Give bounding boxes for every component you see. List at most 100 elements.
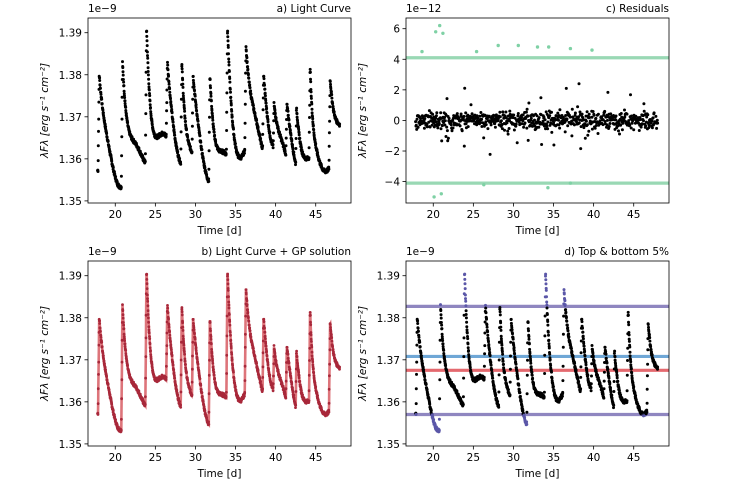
data-point bbox=[527, 342, 531, 346]
data-point bbox=[656, 367, 659, 371]
data-point bbox=[327, 387, 331, 391]
data-point bbox=[121, 316, 125, 320]
data-point bbox=[310, 354, 314, 358]
data-point bbox=[327, 131, 331, 135]
data-point bbox=[120, 360, 124, 364]
data-point bbox=[316, 394, 319, 398]
data-point bbox=[225, 91, 229, 95]
data-point bbox=[244, 288, 248, 291]
data-point bbox=[466, 342, 470, 346]
data-point bbox=[466, 346, 470, 350]
residual-point bbox=[462, 144, 466, 148]
residual-point bbox=[632, 128, 636, 132]
data-point bbox=[285, 346, 289, 349]
data-point bbox=[628, 345, 632, 349]
data-point bbox=[208, 358, 211, 362]
axis-exponent-label: 1e−12 bbox=[406, 3, 441, 15]
data-point bbox=[121, 66, 125, 70]
data-point bbox=[146, 304, 150, 308]
data-point bbox=[180, 340, 183, 344]
data-point bbox=[99, 92, 103, 96]
data-point bbox=[429, 408, 433, 412]
data-point bbox=[120, 117, 124, 121]
data-point bbox=[490, 371, 494, 374]
residual-point bbox=[414, 120, 418, 124]
residual-point bbox=[570, 119, 574, 123]
data-point bbox=[499, 325, 503, 329]
data-point bbox=[645, 387, 649, 391]
data-point bbox=[286, 109, 290, 113]
data-point bbox=[648, 339, 652, 343]
data-point bbox=[487, 343, 491, 346]
data-point bbox=[543, 334, 547, 338]
data-point bbox=[211, 122, 215, 126]
data-point bbox=[518, 394, 522, 398]
data-point bbox=[421, 362, 424, 366]
axes: 20 25 30 35 40 451.351.361.371.381.39b) Light… bbox=[39, 246, 352, 480]
data-point bbox=[285, 361, 288, 364]
data-point bbox=[529, 365, 533, 369]
residual-point bbox=[499, 119, 503, 123]
data-point bbox=[120, 154, 124, 158]
data-point bbox=[172, 368, 176, 372]
residual-point bbox=[550, 130, 554, 134]
residual-point bbox=[642, 119, 645, 123]
data-point bbox=[205, 416, 209, 419]
data-point bbox=[182, 339, 185, 343]
data-point bbox=[120, 378, 124, 382]
data-point bbox=[418, 340, 422, 344]
data-point bbox=[561, 390, 565, 394]
data-point bbox=[612, 403, 616, 407]
y-tick-label: −2 bbox=[385, 146, 400, 158]
data-point bbox=[517, 388, 521, 392]
data-point bbox=[627, 333, 631, 337]
data-point bbox=[613, 355, 617, 359]
residual-point bbox=[493, 122, 497, 126]
data-point bbox=[191, 74, 195, 78]
residual-point bbox=[577, 115, 581, 119]
y-tick-label: −4 bbox=[385, 177, 401, 189]
data-point bbox=[148, 337, 152, 340]
residual-point bbox=[494, 113, 498, 117]
x-tick-label: 25 bbox=[149, 452, 162, 464]
data-point bbox=[108, 150, 112, 153]
data-point bbox=[530, 370, 534, 374]
residual-point bbox=[629, 126, 633, 130]
data-point bbox=[191, 78, 195, 82]
data-point bbox=[225, 110, 229, 114]
data-point bbox=[314, 142, 318, 146]
data-point bbox=[630, 374, 634, 378]
data-point bbox=[615, 376, 619, 380]
data-point bbox=[193, 337, 197, 341]
data-point bbox=[106, 382, 110, 386]
data-point bbox=[225, 372, 229, 375]
data-point bbox=[148, 335, 151, 338]
residual-point bbox=[556, 111, 560, 115]
data-point bbox=[147, 77, 151, 81]
residual-point bbox=[498, 110, 502, 114]
data-point bbox=[318, 402, 322, 406]
data-point bbox=[602, 396, 606, 400]
data-point bbox=[226, 39, 230, 43]
data-point bbox=[613, 349, 617, 353]
residual-point bbox=[503, 128, 506, 132]
data-point bbox=[309, 94, 313, 98]
data-point bbox=[465, 320, 469, 324]
residual-point bbox=[642, 109, 646, 113]
data-point bbox=[502, 362, 505, 366]
data-point bbox=[527, 329, 530, 333]
data-point bbox=[122, 323, 125, 327]
data-point bbox=[98, 326, 102, 330]
axes: 20 25 30 35 40 451.351.361.371.381.39d) Top &… bbox=[357, 246, 670, 480]
plot-area bbox=[96, 29, 342, 191]
data-point bbox=[463, 293, 467, 297]
data-point bbox=[170, 111, 174, 115]
residual-point bbox=[543, 118, 547, 122]
data-point bbox=[191, 354, 194, 358]
data-point bbox=[230, 352, 234, 356]
data-point bbox=[629, 367, 633, 370]
data-point bbox=[516, 377, 520, 381]
residual-point bbox=[479, 111, 483, 114]
data-point bbox=[182, 337, 185, 341]
data-point bbox=[442, 355, 446, 359]
